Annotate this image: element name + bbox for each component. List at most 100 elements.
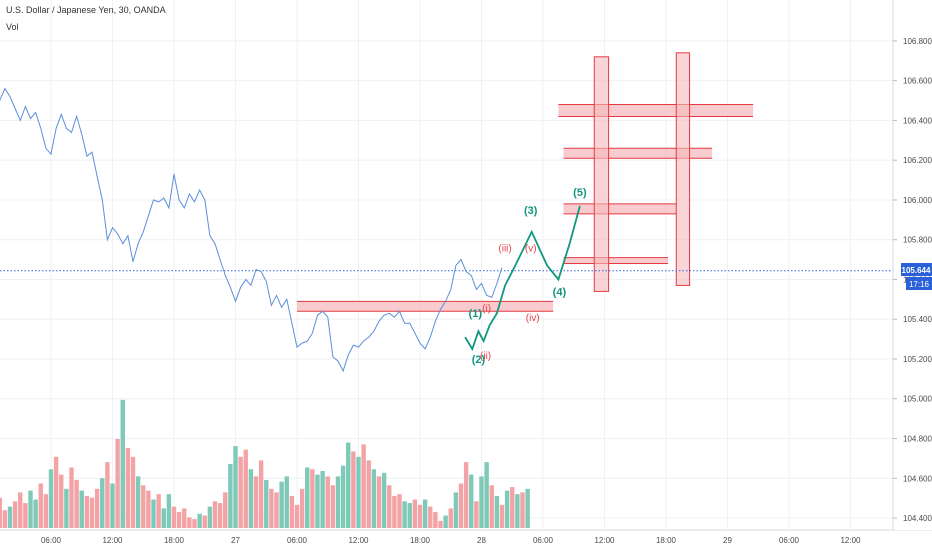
horizontal-zone-0 <box>297 301 554 312</box>
volume-bar-96 <box>479 476 484 528</box>
volume-bar-2 <box>0 497 2 528</box>
volume-bar-14 <box>59 474 64 528</box>
price-axis-ticks: 104.400 104.600 104.800 105.000 105.200 105.4… <box>893 37 932 523</box>
price-badge: 105.644 17:16 <box>901 263 932 290</box>
volume-bar-55 <box>269 488 274 528</box>
price-tick-label-3: 105.000 <box>903 395 932 404</box>
volume-bar-39 <box>187 517 192 528</box>
volume-bar-100 <box>499 504 505 528</box>
time-tick-label-9: 12:00 <box>594 536 615 545</box>
volume-bar-11 <box>43 494 49 528</box>
horizontal-zone-4 <box>558 104 754 117</box>
volume-bar-60 <box>294 504 300 528</box>
price-tick-label-8: 106.000 <box>903 196 932 205</box>
volume-bar-61 <box>299 488 305 528</box>
volume-bar-57 <box>279 481 284 528</box>
volume-bar-35 <box>166 494 172 528</box>
wave-label-major-3: (4) <box>553 286 567 298</box>
time-axis-ticks: 06:00 12:00 18:00 27 06:00 12:00 18:00 28 06:00 1… <box>41 536 861 545</box>
wave-label-minor-1: (ii) <box>480 351 491 362</box>
volume-bar-93 <box>463 462 469 528</box>
wave-label-minor-2: (iii) <box>498 244 511 255</box>
volume-bar-16 <box>69 467 74 528</box>
volume-bar-52 <box>253 476 259 528</box>
volume-bar-85 <box>422 499 428 528</box>
price-tick-label-4: 105.200 <box>903 355 932 364</box>
price-tick-label-9: 106.200 <box>903 156 932 165</box>
volume-bar-21 <box>94 488 100 528</box>
volume-bar-54 <box>264 479 269 528</box>
vertical-zones[interactable] <box>593 52 691 292</box>
price-tick-label-0: 104.400 <box>903 514 932 523</box>
volume-bar-84 <box>417 504 423 528</box>
volume-bar-86 <box>428 506 433 528</box>
volume-bar-50 <box>243 449 248 528</box>
wave-projection-line[interactable] <box>464 205 581 352</box>
volume-bar-66 <box>325 476 330 528</box>
volume-bar-36 <box>171 506 177 528</box>
volume-bar-94 <box>469 474 474 528</box>
volume-bar-81 <box>402 501 407 528</box>
volume-bar-4 <box>7 506 13 528</box>
wave-label-minor-0: (i) <box>482 303 491 314</box>
horizontal-zone-1 <box>563 257 669 264</box>
time-tick-label-4: 06:00 <box>287 536 308 545</box>
volume-bar-24 <box>110 483 115 528</box>
volume-bar-95 <box>474 501 479 528</box>
volume-bar-44 <box>212 501 218 528</box>
volume-bar-104 <box>520 492 525 528</box>
volume-bar-51 <box>248 469 254 528</box>
wave-label-major-2: (3) <box>524 205 538 217</box>
volume-bar-68 <box>335 476 341 528</box>
volume-bar-62 <box>305 467 310 528</box>
volume-bar-15 <box>64 488 69 528</box>
volume-bar-13 <box>53 456 59 528</box>
volume-bar-56 <box>274 492 279 528</box>
volume-bar-89 <box>443 515 448 528</box>
volume-bar-98 <box>489 485 494 528</box>
volume-bar-72 <box>356 456 361 528</box>
volume-bar-3 <box>2 510 8 528</box>
horizontal-zone-3 <box>563 148 713 159</box>
time-tick-label-7: 28 <box>477 536 486 545</box>
volume-bar-45 <box>217 503 223 528</box>
wave-label-minor-3: (iv) <box>526 313 540 324</box>
volume-bar-30 <box>141 485 146 528</box>
volume-bar-32 <box>151 499 156 528</box>
volume-bar-82 <box>407 503 412 528</box>
price-tick-label-5: 105.400 <box>903 315 932 324</box>
time-tick-label-3: 27 <box>231 536 240 545</box>
volume-bar-71 <box>351 451 356 528</box>
volume-bar-80 <box>397 494 402 528</box>
volume-bar-34 <box>161 508 166 528</box>
volume-bar-76 <box>376 476 382 528</box>
chart-title: U.S. Dollar / Japanese Yen, 30, OANDA <box>6 5 166 15</box>
time-tick-label-13: 12:00 <box>840 536 861 545</box>
price-tick-label-1: 104.600 <box>903 474 932 483</box>
time-tick-label-5: 12:00 <box>348 536 369 545</box>
volume-bar-5 <box>12 501 18 528</box>
price-badge-box <box>901 263 932 276</box>
wave-label-major-0: (1) <box>469 308 483 320</box>
price-tick-label-11: 106.600 <box>903 77 932 86</box>
price-tick-label-7: 105.800 <box>903 236 932 245</box>
volume-bar-18 <box>79 490 84 528</box>
volume-bar-7 <box>23 503 28 528</box>
volume-bar-49 <box>238 456 243 528</box>
volume-bar-88 <box>438 520 443 528</box>
volume-bar-31 <box>146 490 151 528</box>
volume-bar-74 <box>366 460 371 528</box>
horizontal-zones[interactable] <box>297 104 754 312</box>
time-tick-label-10: 18:00 <box>656 536 677 545</box>
volume-bar-47 <box>228 463 233 528</box>
volume-bar-59 <box>289 495 295 528</box>
wave-label-major-1: (2) <box>472 354 486 366</box>
price-tick-label-12: 106.800 <box>903 37 932 46</box>
volume-bar-42 <box>202 515 207 528</box>
volume-bar-27 <box>125 447 131 528</box>
time-tick-label-6: 18:00 <box>410 536 431 545</box>
volume-bar-63 <box>310 469 315 528</box>
volume-bar-26 <box>120 399 125 528</box>
